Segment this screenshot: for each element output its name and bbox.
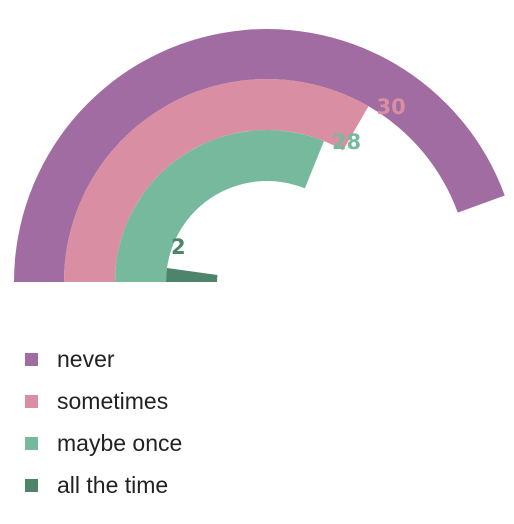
bar-never[interactable] xyxy=(14,29,505,282)
legend-item-never[interactable]: never xyxy=(24,338,182,380)
bar-sometimes[interactable] xyxy=(64,78,369,282)
legend-swatch xyxy=(25,352,38,366)
value-label-all-the-time: 2 xyxy=(171,235,186,259)
radial-bar-chart: 4030282 xyxy=(14,29,505,282)
legend-swatch xyxy=(25,436,38,450)
legend-label: all the time xyxy=(57,471,169,498)
bar-maybe-once[interactable] xyxy=(115,130,324,282)
bar-all-the-time[interactable] xyxy=(166,267,218,282)
legend-item-all-the-time[interactable]: all the time xyxy=(24,464,182,506)
legend-swatch xyxy=(25,394,38,408)
value-label-sometimes: 30 xyxy=(377,95,406,119)
legend: never sometimes maybe once all the time xyxy=(24,338,182,506)
legend-item-sometimes[interactable]: sometimes xyxy=(24,380,182,422)
value-label-maybe-once: 28 xyxy=(332,130,361,154)
legend-label: sometimes xyxy=(57,387,169,414)
legend-item-maybe-once[interactable]: maybe once xyxy=(24,422,182,464)
legend-label: maybe once xyxy=(57,429,183,456)
legend-swatch xyxy=(25,478,38,492)
legend-label: never xyxy=(57,345,115,372)
